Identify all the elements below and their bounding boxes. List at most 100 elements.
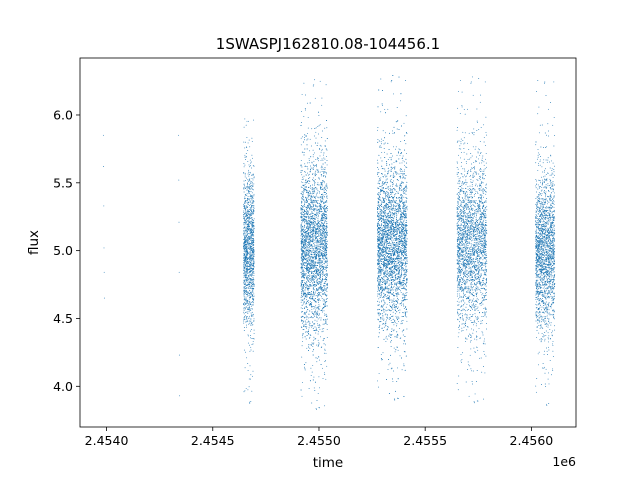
data-point (311, 244, 313, 245)
data-point (312, 258, 314, 260)
data-point (250, 329, 252, 331)
data-point (306, 263, 308, 265)
data-point (311, 245, 313, 247)
data-point (308, 313, 310, 315)
data-point (243, 287, 245, 289)
data-point (319, 238, 321, 240)
data-point (252, 222, 254, 224)
data-point (326, 298, 328, 299)
data-point (247, 161, 249, 163)
data-point (321, 166, 323, 168)
data-point (321, 170, 323, 172)
data-point (310, 285, 312, 287)
data-point (246, 302, 248, 304)
data-point (326, 208, 328, 209)
data-point (322, 229, 324, 230)
data-point (311, 371, 313, 373)
data-point (318, 298, 319, 300)
data-point (323, 230, 325, 232)
data-point (321, 309, 323, 311)
data-point (314, 262, 316, 264)
data-point (247, 270, 249, 272)
data-point (300, 224, 302, 226)
data-point (315, 248, 317, 250)
data-point (325, 248, 327, 250)
data-point (301, 259, 303, 261)
data-point (322, 233, 323, 235)
data-point (324, 187, 325, 189)
data-point (310, 279, 312, 281)
data-point (316, 320, 318, 322)
data-point (304, 366, 305, 368)
data-point (302, 176, 304, 178)
data-point (312, 262, 314, 263)
data-point (317, 299, 319, 301)
data-point (319, 259, 321, 261)
data-point (317, 331, 319, 333)
data-point (317, 196, 319, 198)
data-point (320, 187, 322, 189)
data-point (251, 167, 253, 169)
data-point (304, 368, 306, 370)
data-point (243, 255, 245, 257)
data-point (250, 265, 252, 267)
data-point (325, 175, 327, 177)
data-point (252, 223, 254, 225)
data-point (250, 161, 252, 163)
data-point (324, 192, 326, 194)
data-point (321, 196, 323, 198)
data-point (302, 257, 304, 259)
data-point (311, 201, 313, 203)
data-point (325, 190, 327, 192)
data-point (304, 254, 306, 256)
data-point (243, 180, 245, 182)
data-point (244, 279, 246, 281)
data-point (307, 193, 309, 195)
data-point (247, 187, 249, 189)
data-point (249, 271, 251, 273)
data-point (304, 225, 306, 227)
data-point (322, 159, 324, 161)
data-point (301, 239, 303, 241)
data-point (252, 340, 254, 342)
data-point (309, 231, 311, 233)
data-point (316, 400, 318, 401)
data-point (251, 174, 253, 176)
data-point (247, 238, 248, 240)
data-point (248, 218, 250, 220)
data-point (314, 142, 316, 144)
data-point (326, 200, 328, 201)
data-point (315, 127, 317, 129)
data-point (321, 253, 323, 255)
data-point (248, 225, 250, 227)
data-point (314, 258, 316, 260)
data-point (303, 251, 305, 253)
data-point (246, 221, 248, 223)
data-point (247, 206, 249, 208)
data-point (317, 158, 319, 160)
data-point (252, 211, 254, 213)
data-point (246, 281, 248, 283)
data-point (252, 233, 253, 235)
data-point (248, 247, 250, 249)
data-point (244, 291, 246, 293)
data-point (243, 141, 245, 143)
data-point (310, 187, 312, 189)
data-point (247, 201, 249, 203)
data-point (250, 267, 252, 269)
data-point (251, 292, 252, 294)
data-point (243, 213, 245, 215)
data-point (313, 184, 315, 186)
data-point (319, 171, 321, 173)
data-point (326, 328, 328, 330)
data-point (321, 226, 323, 228)
data-point (317, 219, 319, 221)
data-point (323, 157, 325, 159)
data-point (303, 278, 305, 280)
data-point (316, 262, 318, 264)
data-point (248, 209, 250, 210)
data-point (246, 324, 247, 326)
data-point (323, 293, 325, 295)
data-point (301, 214, 303, 216)
